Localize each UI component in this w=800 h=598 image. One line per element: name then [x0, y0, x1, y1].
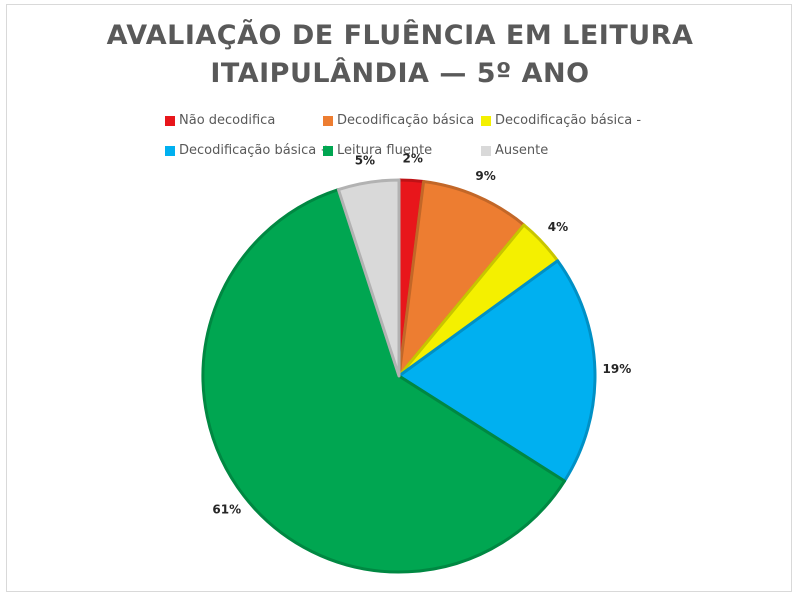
chart-title-line-2: ITAIPULÂNDIA — 5º ANO [210, 58, 590, 89]
legend-label: Não decodifica [179, 113, 276, 128]
data-label-0: 2% [403, 151, 423, 165]
legend-item-decodificacao-basica-mais: Decodificação básica + [165, 143, 331, 158]
legend-swatch [165, 145, 175, 156]
pie-slice-4 [201, 188, 566, 574]
data-label-4: 61% [212, 503, 241, 517]
data-label-1: 9% [475, 169, 495, 183]
legend-item-decodificacao-basica-menos: Decodificação básica - [481, 113, 641, 128]
data-label-2: 4% [548, 220, 568, 234]
legend-label: Decodificação básica [337, 113, 475, 128]
legend-label: Decodificação básica + [179, 143, 332, 158]
data-label-3: 19% [603, 362, 632, 376]
legend-item-decodificacao-basica: Decodificação básica [323, 113, 474, 128]
legend-swatch [481, 145, 491, 156]
legend-swatch [323, 115, 333, 126]
legend-swatch [165, 115, 175, 126]
legend-item-leitura-fluente: Leitura fluente [323, 143, 432, 158]
pie-slice-3 [397, 259, 597, 483]
data-label-5: 5% [355, 154, 375, 168]
legend-swatch [323, 145, 333, 156]
legend-item-ausente: Ausente [481, 143, 548, 158]
pie-slice-1 [397, 180, 526, 378]
legend-swatch [481, 115, 491, 126]
chart-title-line-1: AVALIAÇÃO DE FLUÊNCIA EM LEITURA [106, 20, 694, 51]
legend-label: Decodificação básica - [495, 113, 642, 128]
legend-label: Leitura fluente [337, 143, 433, 158]
legend-item-nao-decodifica: Não decodifica [165, 113, 275, 128]
pie-slice-5 [336, 178, 401, 378]
legend-label: Ausente [495, 143, 549, 158]
